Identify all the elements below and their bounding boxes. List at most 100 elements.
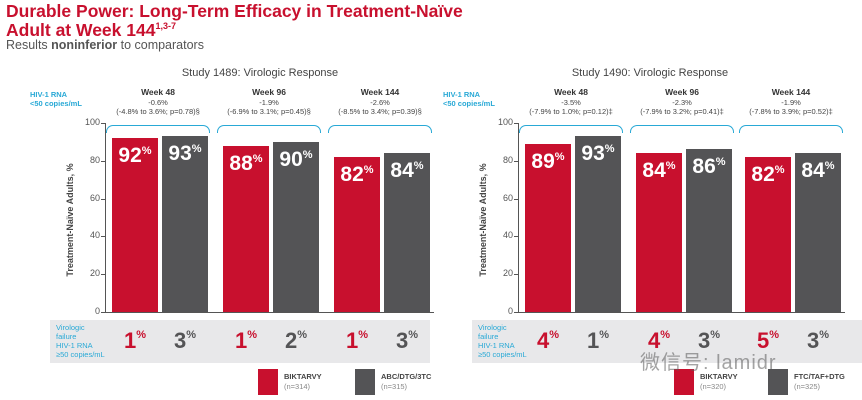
rna-label-line: <50 copies/mL [443, 99, 495, 108]
value: 84 [801, 159, 825, 183]
y-tick-label: 20 [502, 268, 513, 279]
y-tick-mark [514, 198, 519, 200]
difference: -0.6% [148, 97, 168, 107]
bar-comparator [575, 136, 621, 312]
chart-title: Study 1489: Virologic Response [181, 67, 339, 79]
failure-value: 1% [123, 328, 147, 353]
rna-label: HIV-1 RNA <50 copies/mL [30, 90, 82, 108]
bar-biktarvy [525, 143, 571, 312]
value: 93 [168, 142, 192, 166]
group-bracket [106, 125, 210, 133]
watermark: 微信号: lamidr [640, 352, 777, 374]
legend-swatch [258, 369, 278, 395]
confidence-interval: (-7.9% to 1.0%; p=0.12)‡ [529, 107, 613, 116]
y-tick-mark [514, 123, 519, 124]
value: 89 [531, 149, 555, 173]
y-tick-label: 100 [497, 117, 513, 127]
difference: -1.9% [781, 97, 801, 107]
legend-n: (n=325) [794, 382, 821, 391]
bar-biktarvy [636, 153, 682, 312]
group-header: Week 48 -3.5% (-7.9% to 1.0%; p=0.12)‡ [515, 87, 627, 117]
y-tick-label: 60 [502, 192, 513, 203]
value: 84 [390, 159, 414, 183]
failure-value: 1% [234, 328, 258, 353]
legend-label: BIKTARVY (n=320) [700, 372, 738, 392]
failure-value: 3% [395, 328, 419, 353]
y-tick-label: 40 [502, 230, 513, 241]
bar-biktarvy [223, 145, 269, 312]
bar-value-label: 93% [168, 142, 202, 166]
value: 3 [173, 328, 187, 353]
bar-value-label: 86% [692, 155, 726, 179]
legend-n: (n=315) [381, 382, 408, 391]
bar-value-label: 82% [751, 163, 785, 187]
failure-value: 3% [697, 328, 721, 353]
bar-value-label: 84% [801, 159, 835, 183]
legend-label: BIKTARVY (n=314) [284, 372, 322, 392]
group-header: Week 96 -2.3% (-7.9% to 3.2%; p=0.41)‡ [626, 87, 738, 117]
failure-label-line: HIV-1 RNA [478, 341, 515, 350]
y-tick-mark [101, 312, 106, 313]
bar-value-label: 82% [340, 163, 374, 187]
confidence-interval: (-7.8% to 3.9%; p=0.52)‡ [749, 107, 833, 116]
failure-value: 3% [173, 328, 197, 353]
value: 3 [395, 328, 409, 353]
value: 84 [642, 159, 666, 183]
group-bracket [217, 125, 321, 133]
failure-value: 2% [284, 328, 308, 353]
week-label: Week 48 [554, 87, 588, 97]
value: 88 [229, 151, 253, 175]
y-tick-label: 100 [84, 117, 100, 127]
y-axis-label: Treatment-Naïve Adults, % [65, 163, 75, 277]
y-tick-label: 40 [89, 230, 100, 241]
value: 1 [123, 328, 137, 353]
rna-label-line: HIV-1 RNA [30, 90, 68, 99]
y-tick-label: 80 [89, 154, 100, 165]
value: 1 [234, 328, 248, 353]
failure-label-line: ≥50 copies/mL [56, 350, 105, 359]
legend-name: BIKTARVY [284, 372, 322, 381]
bar-value-label: 93% [581, 142, 615, 166]
group-header: Week 144 -1.9% (-7.8% to 3.9%; p=0.52)‡ [735, 87, 847, 117]
bar-biktarvy [112, 138, 158, 312]
group-header: Week 96 -1.9% (-6.9% to 3.1%; p=0.45)§ [213, 87, 325, 117]
legend-swatch [355, 369, 375, 395]
difference: -1.9% [259, 97, 279, 107]
legend-n: (n=320) [700, 382, 727, 391]
page-title: Durable Power: Long-Term Efficacy in Tre… [6, 1, 463, 40]
y-tick-mark [101, 236, 106, 238]
y-tick-mark [514, 274, 519, 276]
chart-title: Study 1490: Virologic Response [571, 67, 729, 79]
week-label: Week 144 [360, 87, 400, 97]
failure-value: 1% [345, 328, 369, 353]
y-tick-mark [101, 160, 106, 162]
x-axis [518, 312, 845, 313]
value: 86 [692, 155, 716, 179]
failure-band [50, 320, 430, 363]
legend-label: ABC/DTG/3TC (n=315) [381, 372, 431, 392]
bar-comparator [686, 149, 732, 312]
bar-comparator [795, 153, 841, 312]
failure-label-line: Virologic [478, 323, 507, 332]
bar-comparator [273, 141, 319, 312]
value: 82 [340, 163, 364, 187]
bar-value-label: 88% [229, 151, 263, 175]
failure-value: 1% [586, 328, 610, 353]
value: 4 [647, 328, 661, 353]
failure-label-line: ≥50 copies/mL [478, 350, 527, 359]
y-tick-mark [101, 198, 106, 200]
subtitle: Results noninferior to comparators [6, 38, 204, 52]
y-axis-label: Treatment-Naïve Adults, % [478, 163, 488, 277]
failure-label: Virologic failure HIV-1 RNA ≥50 copies/mL [478, 323, 527, 359]
value: 3 [697, 328, 711, 353]
value: 2 [284, 328, 298, 353]
y-tick-label: 0 [94, 306, 100, 316]
group-bracket [630, 125, 734, 133]
legend-swatch [674, 369, 694, 395]
bar-biktarvy [334, 157, 380, 312]
failure-label-line: Virologic [56, 323, 85, 332]
group-bracket [739, 125, 843, 133]
bar-value-label: 84% [642, 159, 676, 183]
confidence-interval: (-4.8% to 3.6%; p=0.78)§ [116, 107, 200, 116]
y-tick-mark [101, 274, 106, 276]
